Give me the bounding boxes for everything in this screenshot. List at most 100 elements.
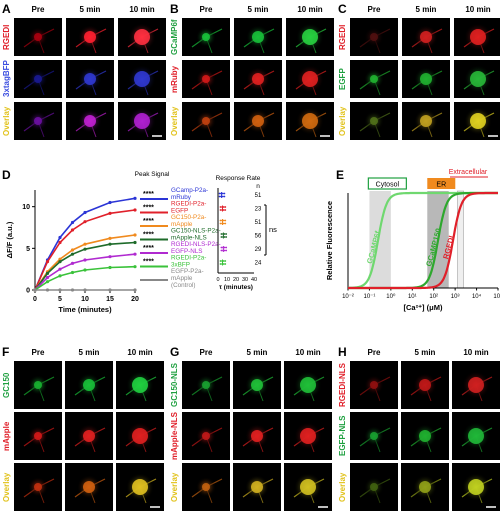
micrograph-image bbox=[401, 463, 449, 511]
n-value: 56 bbox=[255, 234, 262, 240]
micrograph-image bbox=[118, 18, 166, 56]
micrograph-image bbox=[402, 60, 450, 98]
micrograph-image bbox=[452, 412, 500, 460]
data-point bbox=[108, 242, 112, 246]
tau-point bbox=[223, 192, 226, 195]
data-point bbox=[133, 265, 137, 269]
peak-signal-label: Peak Signal bbox=[135, 171, 170, 178]
micrograph-image bbox=[14, 18, 62, 56]
legend-entry: GC150-NLS-P2a- bbox=[171, 228, 221, 235]
data-point bbox=[83, 247, 87, 251]
row-label: mApple-NLS bbox=[170, 412, 179, 460]
row-label: mApple bbox=[2, 421, 11, 451]
data-point bbox=[133, 208, 137, 212]
n-value: 51 bbox=[255, 220, 262, 226]
column-header: 5 min bbox=[79, 5, 101, 14]
legend-entry: 3xBFP bbox=[171, 262, 190, 269]
legend-entry: RGEDI-P2a- bbox=[171, 255, 206, 262]
micrograph-image bbox=[452, 361, 500, 409]
micrograph-image bbox=[233, 412, 281, 460]
tau-point bbox=[225, 249, 228, 252]
micrograph-image bbox=[182, 102, 230, 140]
x-tick-label: 10⁵ bbox=[493, 293, 500, 300]
row-label: GC150 bbox=[2, 372, 11, 398]
row-label: RGEDI bbox=[2, 24, 11, 50]
row-label: EGFP-NLS bbox=[338, 415, 347, 457]
micrograph-image bbox=[66, 60, 114, 98]
n-value: 23 bbox=[255, 207, 262, 213]
tau-point bbox=[219, 209, 222, 211]
data-point bbox=[58, 260, 62, 264]
tau-point bbox=[222, 222, 225, 225]
significance-stars: **** bbox=[143, 259, 154, 266]
data-point bbox=[45, 280, 50, 284]
x-tick-label: 10⁻¹ bbox=[364, 294, 376, 300]
micrograph-image bbox=[233, 463, 281, 511]
x-axis-label: Time (minutes) bbox=[58, 305, 112, 314]
micrograph-image bbox=[14, 463, 62, 511]
x-tick-label: 10¹ bbox=[408, 294, 417, 300]
tau-point bbox=[219, 222, 222, 225]
data-point bbox=[45, 260, 50, 264]
tau-point bbox=[225, 246, 228, 249]
x-tick-label: 10³ bbox=[451, 294, 460, 300]
column-header: Pre bbox=[199, 348, 213, 357]
micrograph-image bbox=[402, 18, 450, 56]
micrograph-image bbox=[284, 361, 332, 409]
legend-entry: EGFP-NLS bbox=[171, 248, 203, 255]
column-header: 5 min bbox=[415, 5, 437, 14]
micrograph-image bbox=[350, 60, 398, 98]
row-label: Overlay bbox=[2, 472, 11, 502]
x-tick-label: 10 bbox=[81, 296, 89, 303]
micrograph-image bbox=[350, 361, 398, 409]
significance-stars: **** bbox=[143, 245, 154, 252]
cytosol-region bbox=[369, 191, 391, 288]
tau-point bbox=[224, 206, 227, 208]
x-tick-label: 10⁰ bbox=[386, 293, 396, 300]
y-tick-label: 10 bbox=[22, 204, 30, 211]
micrograph-image bbox=[182, 60, 230, 98]
tau-point bbox=[221, 192, 224, 195]
x-tick-label: 5 bbox=[58, 296, 62, 303]
panel-f-label: F bbox=[2, 345, 10, 359]
row-label: Overlay bbox=[2, 106, 11, 136]
sigmoid-curve bbox=[348, 191, 498, 290]
extracellular-label: Extracellular bbox=[449, 169, 488, 176]
data-point bbox=[133, 196, 137, 200]
panel-d-label: D bbox=[2, 168, 11, 182]
column-header: 10 min bbox=[127, 348, 153, 357]
tau-point bbox=[222, 263, 225, 265]
panel-g-label: G bbox=[170, 345, 180, 359]
row-label: Overlay bbox=[338, 106, 347, 136]
panel-h-label: H bbox=[338, 345, 347, 359]
tau-point bbox=[224, 209, 227, 211]
micrograph-image bbox=[65, 361, 113, 409]
tau-point bbox=[222, 219, 225, 222]
data-point bbox=[33, 288, 37, 292]
micrograph-image bbox=[454, 60, 500, 98]
er-label: ER bbox=[436, 182, 446, 189]
micrograph-image bbox=[350, 412, 398, 460]
data-point bbox=[133, 288, 137, 292]
legend-entry: mApple bbox=[171, 275, 193, 282]
x-tick-label: 10⁻² bbox=[342, 294, 354, 300]
row-label: RGEDI bbox=[338, 24, 347, 50]
legend-entry: RGEDI-NLS-P2a- bbox=[171, 241, 221, 248]
micrograph-image bbox=[284, 412, 332, 460]
row-label: GCaMP6f bbox=[170, 19, 179, 55]
data-point bbox=[70, 261, 75, 265]
column-header: 5 min bbox=[247, 5, 269, 14]
micrograph-image bbox=[182, 463, 230, 511]
micrograph-image bbox=[66, 102, 114, 140]
micrograph-image bbox=[14, 60, 62, 98]
panel-a-label: A bbox=[2, 2, 11, 16]
tau-point bbox=[224, 263, 227, 265]
legend-entry: EGFP bbox=[171, 208, 188, 215]
row-label: RGEDI-NLS bbox=[338, 363, 347, 407]
data-point bbox=[70, 248, 75, 252]
micrograph-image bbox=[116, 463, 164, 511]
row-label: GC150-NLS bbox=[170, 363, 179, 408]
significance-stars: **** bbox=[143, 232, 154, 239]
